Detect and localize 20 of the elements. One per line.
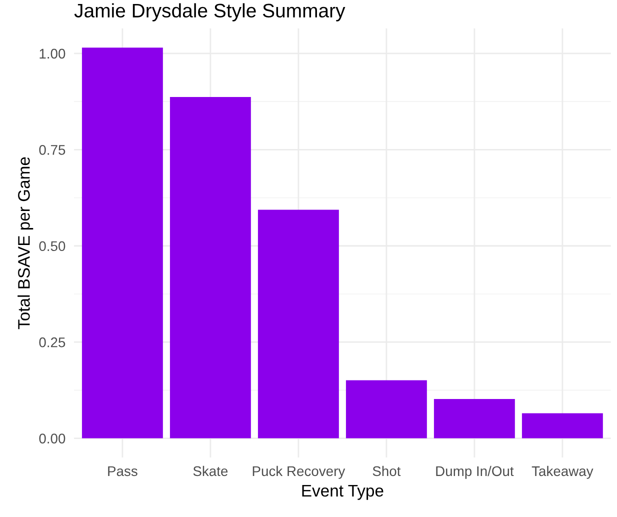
x-tick-label: Pass — [108, 466, 138, 476]
y-axis-title: Total BSAVE per Game — [18, 157, 34, 330]
bar — [82, 48, 163, 438]
chart-title: Jamie Drysdale Style Summary — [74, 3, 346, 22]
bar — [170, 96, 251, 438]
bar — [434, 399, 515, 438]
y-tick-label: 0.75 — [39, 145, 66, 155]
x-tick-label: Shot — [372, 466, 401, 476]
x-axis-title: Event Type — [302, 484, 384, 500]
x-tick-label: Puck Recovery — [252, 466, 346, 479]
bar — [522, 413, 603, 438]
y-tick-label: 1.00 — [40, 48, 66, 59]
y-tick-label: 0.50 — [39, 241, 66, 252]
bar — [258, 210, 339, 438]
x-tick-label: Takeaway — [532, 466, 594, 479]
y-tick-label: 0.00 — [39, 434, 66, 444]
bar — [346, 380, 427, 438]
x-tick-label: Dump In/Out — [436, 466, 514, 479]
y-tick-label: 0.25 — [39, 337, 66, 348]
x-tick-label: Skate — [193, 466, 228, 476]
